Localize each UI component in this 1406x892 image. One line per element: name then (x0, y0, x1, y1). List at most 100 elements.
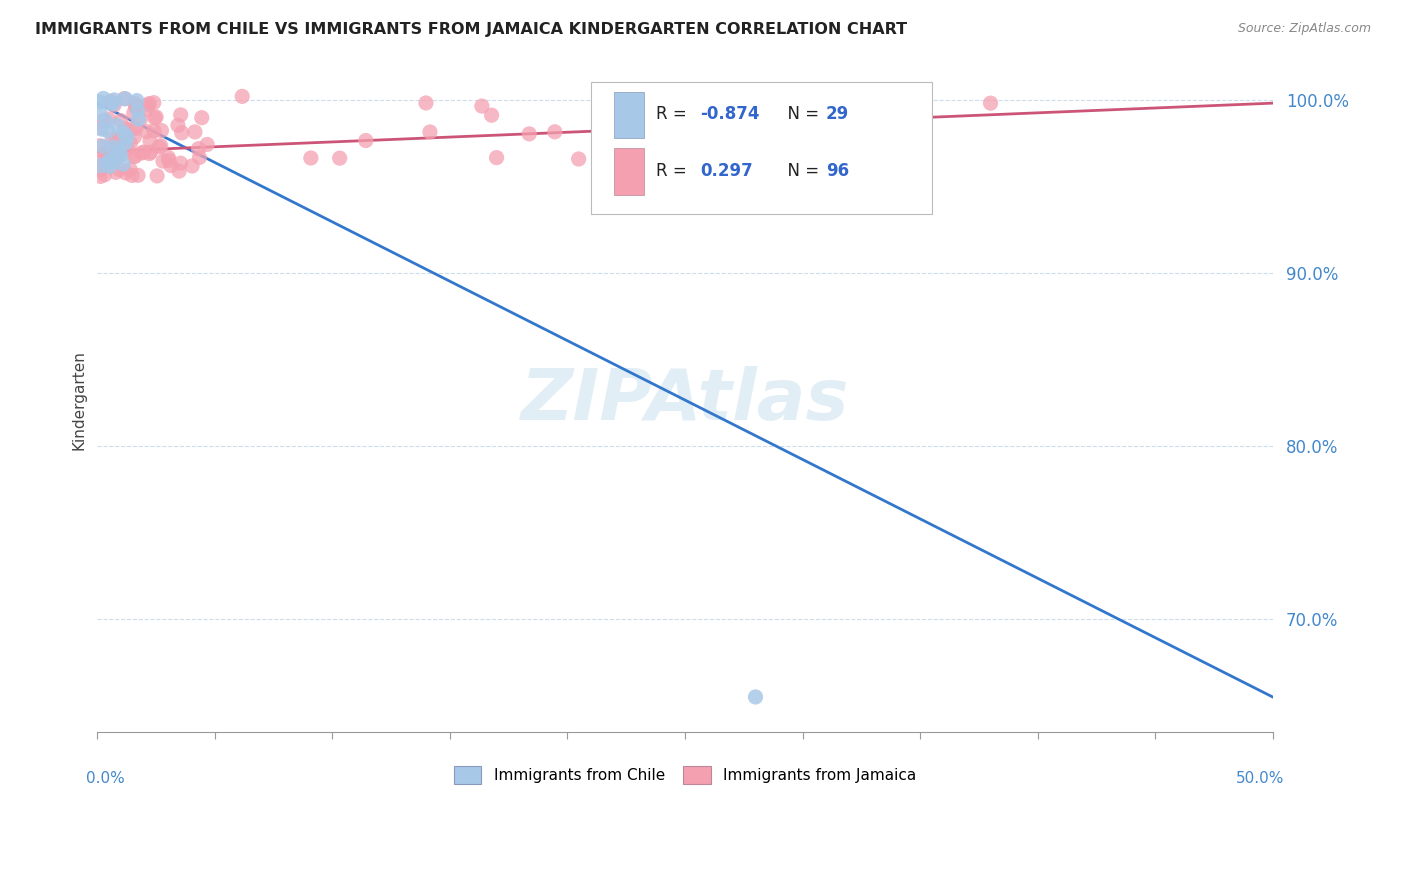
Point (125, 121, 148, 136)
Point (160, 159, 183, 173)
Point (108, 162, 131, 177)
Point (89, 159, 111, 173)
Point (150, 123, 173, 137)
Point (190, 111, 212, 125)
Point (107, 147, 129, 161)
Text: N =: N = (776, 104, 824, 122)
Point (135, 103, 157, 117)
Point (91, 139, 114, 153)
Point (105, 119, 128, 133)
Point (101, 96, 124, 111)
Point (980, 96, 1002, 111)
Point (100, 95, 122, 110)
Point (143, 124, 166, 138)
FancyBboxPatch shape (591, 82, 932, 214)
Point (97, 124, 120, 138)
Point (90, 162, 112, 177)
Point (98, 160, 121, 174)
Legend: Immigrants from Chile, Immigrants from Jamaica: Immigrants from Chile, Immigrants from J… (454, 766, 917, 784)
Point (112, 92, 135, 106)
Point (329, 151, 352, 165)
Point (187, 142, 209, 156)
Point (139, 134, 162, 148)
Point (114, 136, 136, 150)
Point (103, 98, 125, 112)
Point (688, 90, 710, 104)
Point (135, 124, 157, 138)
Point (631, 104, 654, 119)
Point (544, 125, 567, 139)
Point (93, 91, 115, 105)
Point (676, 96, 699, 111)
Point (157, 151, 180, 165)
Point (658, 158, 681, 172)
Text: Source: ZipAtlas.com: Source: ZipAtlas.com (1237, 22, 1371, 36)
Point (117, 142, 139, 156)
Point (93, 146, 115, 161)
Point (91, 153, 114, 168)
Point (125, 99, 148, 113)
Point (157, 153, 180, 168)
Point (142, 95, 165, 110)
Point (184, 125, 207, 139)
Point (122, 149, 145, 163)
Point (124, 96, 146, 111)
Point (299, 151, 322, 165)
Point (609, 111, 631, 125)
Point (89, 120, 111, 135)
Text: 50.0%: 50.0% (1236, 772, 1284, 787)
Point (124, 130, 146, 145)
Point (169, 156, 191, 170)
Point (93, 157, 115, 171)
Point (101, 140, 124, 154)
Point (129, 112, 152, 127)
Text: R =: R = (655, 104, 692, 122)
Point (136, 98, 159, 112)
Point (101, 132, 124, 146)
Y-axis label: Kindergarten: Kindergarten (72, 351, 86, 450)
Point (115, 130, 138, 145)
Text: 29: 29 (825, 104, 849, 122)
Point (121, 169, 143, 183)
Point (101, 154, 124, 169)
Point (94, 147, 117, 161)
Point (122, 106, 145, 120)
Point (131, 145, 153, 160)
Point (96, 152, 118, 166)
Point (485, 151, 508, 165)
Point (112, 126, 135, 140)
Point (415, 95, 437, 110)
Point (120, 136, 142, 151)
Text: -0.874: -0.874 (700, 104, 759, 122)
Point (97, 112, 120, 126)
Point (97, 155, 120, 169)
Point (695, 143, 717, 157)
Text: ZIPAtlas: ZIPAtlas (520, 366, 849, 434)
Point (132, 145, 155, 160)
Point (517, 127, 540, 141)
Point (105, 148, 128, 162)
Text: R =: R = (655, 162, 692, 180)
Point (170, 126, 193, 140)
Point (146, 169, 169, 183)
Point (93, 168, 115, 182)
Point (114, 166, 136, 180)
Point (127, 112, 149, 127)
Point (195, 137, 218, 152)
Point (139, 145, 162, 160)
Point (145, 110, 167, 124)
Point (167, 118, 190, 132)
Point (104, 165, 127, 179)
Point (89, 138, 111, 153)
Point (104, 136, 127, 150)
Point (89, 169, 111, 184)
Bar (614, 148, 644, 194)
Point (568, 152, 591, 166)
Point (181, 159, 204, 173)
Point (105, 132, 128, 146)
Point (637, 164, 659, 178)
Point (170, 108, 193, 122)
Point (231, 89, 253, 103)
Point (122, 121, 145, 136)
Point (167, 164, 190, 178)
